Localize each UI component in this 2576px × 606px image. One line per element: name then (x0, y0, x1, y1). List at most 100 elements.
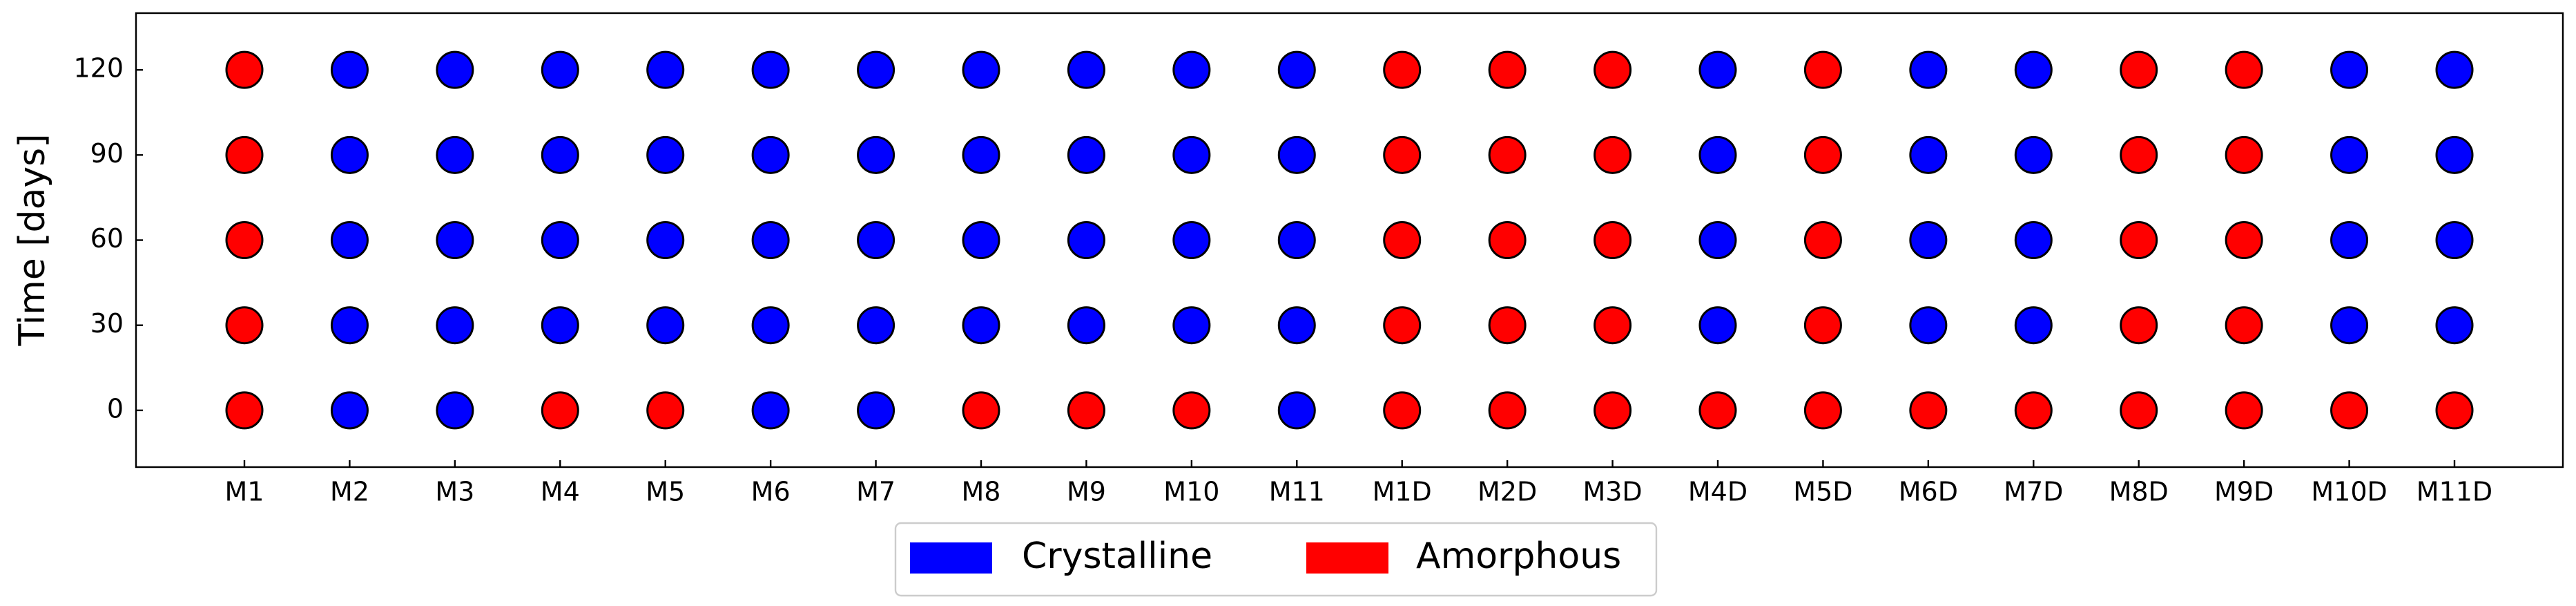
marker (2014, 135, 2053, 174)
marker (2330, 221, 2369, 259)
marker (1594, 135, 1632, 174)
marker (330, 135, 369, 174)
marker (2225, 306, 2263, 345)
marker (1803, 306, 1842, 345)
legend-swatch (1306, 542, 1388, 574)
x-tick-label: M6D (1899, 477, 1958, 507)
marker (1698, 391, 1737, 430)
marker (225, 221, 264, 259)
y-axis-label: Time [days] (12, 133, 53, 346)
marker (436, 50, 474, 89)
marker (1067, 306, 1105, 345)
marker (2225, 135, 2263, 174)
marker (541, 135, 579, 174)
marker (962, 221, 1000, 259)
marker (1909, 306, 1948, 345)
x-tick-label: M4D (1688, 477, 1747, 507)
x-tick-label: M4 (541, 477, 580, 507)
marker (2330, 50, 2369, 89)
marker (541, 306, 579, 345)
marker (1383, 135, 1422, 174)
marker (541, 221, 579, 259)
marker (1488, 50, 1527, 89)
marker (2120, 135, 2158, 174)
marker (2330, 306, 2369, 345)
marker (1803, 135, 1842, 174)
x-tick-label: M2 (330, 477, 369, 507)
marker (1488, 135, 1527, 174)
marker (330, 391, 369, 430)
marker (1698, 50, 1737, 89)
marker (2225, 221, 2263, 259)
marker (436, 221, 474, 259)
marker (857, 391, 895, 430)
marker (2014, 221, 2053, 259)
marker (225, 306, 264, 345)
marker (2225, 391, 2263, 430)
x-tick-label: M8 (962, 477, 1001, 507)
marker (1067, 221, 1105, 259)
marker (1383, 306, 1422, 345)
x-tick-label: M1D (1373, 477, 1432, 507)
marker (2435, 221, 2474, 259)
marker (1383, 50, 1422, 89)
marker (2435, 306, 2474, 345)
x-tick-label: M3 (435, 477, 474, 507)
marker (541, 391, 579, 430)
marker (541, 50, 579, 89)
marker (646, 221, 685, 259)
marker (1909, 391, 1948, 430)
marker (2330, 391, 2369, 430)
marker (2014, 50, 2053, 89)
marker (2014, 391, 2053, 430)
marker (857, 221, 895, 259)
marker (2014, 306, 2053, 345)
marker (1172, 391, 1211, 430)
x-tick-label: M10D (2311, 477, 2387, 507)
marker (1067, 135, 1105, 174)
x-tick-label: M10 (1163, 477, 1219, 507)
marker (1594, 50, 1632, 89)
marker (2120, 50, 2158, 89)
marker (1277, 221, 1316, 259)
marker (2435, 135, 2474, 174)
marker (1909, 50, 1948, 89)
marker (2435, 50, 2474, 89)
marker (962, 391, 1000, 430)
marker (857, 50, 895, 89)
marker (646, 50, 685, 89)
legend-label: Crystalline (1022, 536, 1212, 577)
x-tick-label: M6 (751, 477, 791, 507)
marker (1383, 221, 1422, 259)
x-tick-label: M7 (856, 477, 895, 507)
marker (1803, 221, 1842, 259)
marker (1698, 135, 1737, 174)
marker (2225, 50, 2263, 89)
x-tick-label: M3D (1582, 477, 1642, 507)
marker (751, 391, 790, 430)
marker (646, 135, 685, 174)
marker (1594, 391, 1632, 430)
marker (857, 135, 895, 174)
legend-swatch (910, 542, 992, 574)
marker (962, 306, 1000, 345)
y-tick-label: 30 (90, 308, 124, 339)
marker (1594, 306, 1632, 345)
x-tick-label: M1 (225, 477, 264, 507)
marker (1067, 391, 1105, 430)
marker (1383, 391, 1422, 430)
marker (1594, 221, 1632, 259)
x-tick-label: M9D (2214, 477, 2274, 507)
marker (2435, 391, 2474, 430)
marker (962, 50, 1000, 89)
marker (225, 135, 264, 174)
marker (1172, 306, 1211, 345)
x-tick-label: M11D (2417, 477, 2492, 507)
marker (330, 221, 369, 259)
marker (1277, 391, 1316, 430)
marker (436, 391, 474, 430)
marker (1067, 50, 1105, 89)
marker (1698, 221, 1737, 259)
marker (330, 306, 369, 345)
marker (225, 391, 264, 430)
